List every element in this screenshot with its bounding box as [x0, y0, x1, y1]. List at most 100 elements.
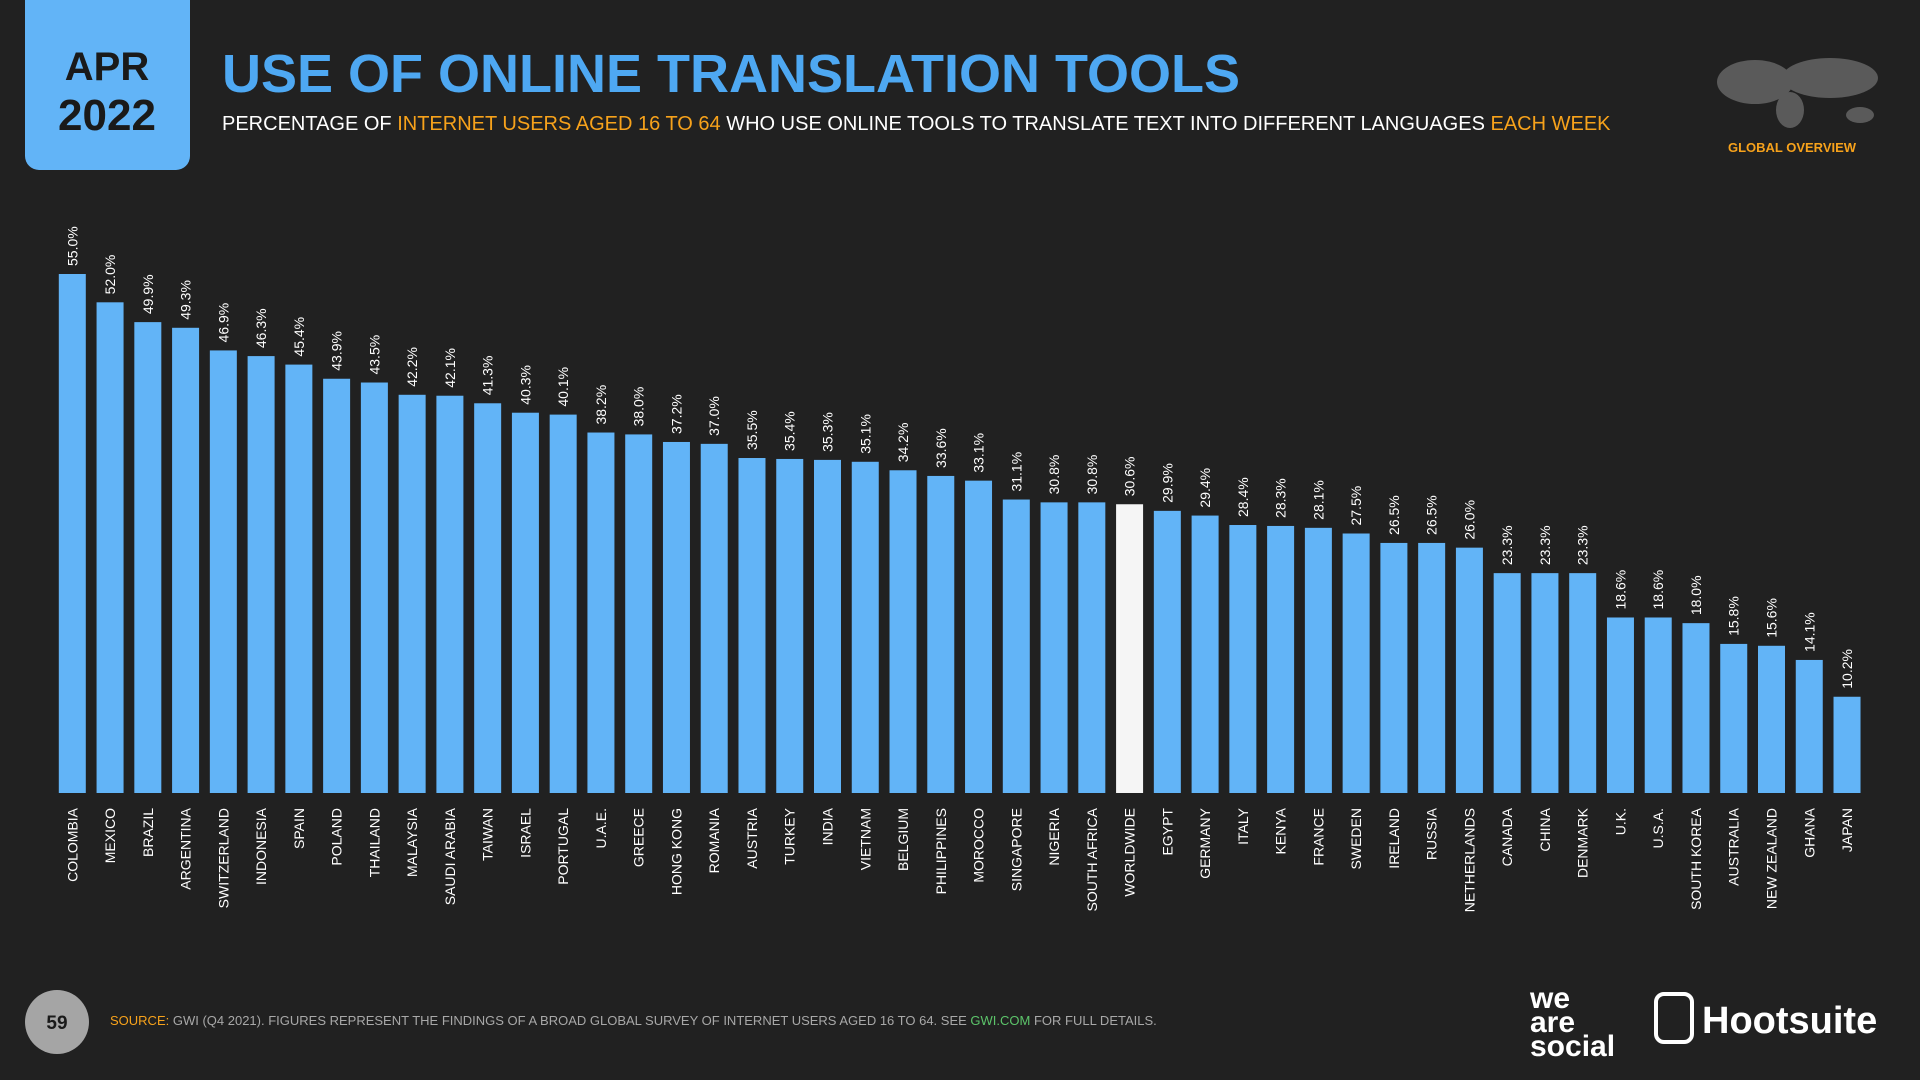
bar	[700, 443, 728, 793]
bar	[1758, 645, 1785, 793]
bar	[1040, 502, 1068, 793]
value-label: 30.8%	[1084, 455, 1100, 495]
date-box	[25, 0, 190, 170]
bar	[1418, 542, 1446, 793]
category-label: TURKEY	[782, 807, 798, 864]
bar	[814, 459, 841, 793]
value-label: 33.6%	[933, 428, 949, 468]
category-label: DENMARK	[1575, 807, 1591, 878]
category-label: INDIA	[820, 807, 836, 845]
text-segment: GWI.COM	[970, 1013, 1030, 1028]
bar	[474, 403, 502, 793]
value-label: 34.2%	[895, 423, 911, 463]
bar	[587, 432, 615, 793]
value-label: 30.8%	[1046, 455, 1062, 495]
bar	[1002, 499, 1030, 793]
value-label: 10.2%	[1839, 649, 1855, 689]
category-label: U.K.	[1612, 808, 1628, 835]
value-label: 18.6%	[1650, 570, 1666, 610]
category-label: SOUTH KOREA	[1688, 807, 1704, 910]
value-label: 42.1%	[442, 348, 458, 388]
bar	[398, 394, 426, 793]
bar	[625, 434, 653, 793]
world-map-icon	[1717, 58, 1878, 128]
value-label: 26.5%	[1386, 495, 1402, 535]
value-label: 26.0%	[1461, 500, 1477, 540]
bar	[1720, 643, 1748, 793]
date-month: APR	[65, 45, 150, 89]
text-segment: INTERNET USERS AGED 16 TO 64	[397, 113, 720, 135]
value-label: 46.3%	[253, 308, 269, 348]
category-label: NEW ZEALAND	[1764, 808, 1780, 909]
bar	[1116, 504, 1144, 793]
bar	[1531, 573, 1559, 793]
bar	[662, 441, 690, 793]
category-label: SAUDI ARABIA	[442, 807, 458, 905]
bar	[927, 475, 955, 793]
category-label: RUSSIA	[1424, 807, 1440, 860]
category-label: SWITZERLAND	[215, 808, 231, 908]
value-label: 30.6%	[1122, 457, 1138, 497]
value-label: 28.4%	[1235, 477, 1251, 517]
value-label: 52.0%	[102, 255, 118, 295]
category-label: NETHERLANDS	[1461, 808, 1477, 912]
bar	[436, 395, 464, 793]
value-label: 37.0%	[706, 396, 722, 436]
value-label: 38.2%	[593, 385, 609, 425]
category-label: ITALY	[1235, 807, 1251, 844]
category-label: VIETNAM	[857, 808, 873, 870]
value-label: 15.8%	[1726, 596, 1742, 636]
value-label: 41.3%	[480, 356, 496, 396]
value-label: 18.0%	[1688, 575, 1704, 615]
owl-icon	[1654, 992, 1694, 1044]
value-label: 29.9%	[1159, 463, 1175, 503]
category-label: BELGIUM	[895, 808, 911, 871]
category-label: ISRAEL	[517, 808, 533, 858]
category-label: PORTUGAL	[555, 808, 571, 885]
value-label: 40.3%	[517, 365, 533, 405]
value-label: 49.9%	[140, 274, 156, 314]
value-label: 23.3%	[1575, 525, 1591, 565]
bar	[889, 470, 917, 793]
bar	[360, 382, 388, 793]
category-label: AUSTRALIA	[1726, 807, 1742, 885]
value-label: 46.9%	[215, 303, 231, 343]
bar	[172, 327, 200, 793]
value-label: 43.9%	[329, 331, 345, 371]
category-label: SINGAPORE	[1008, 808, 1024, 891]
value-label: 35.4%	[782, 411, 798, 451]
bar	[1342, 533, 1370, 793]
value-label: 42.2%	[404, 347, 420, 387]
bar	[285, 364, 313, 793]
bar	[1833, 696, 1861, 793]
bar	[1795, 659, 1823, 793]
logo-text: social	[1530, 1030, 1615, 1063]
value-label: 28.3%	[1273, 478, 1289, 518]
bar	[1191, 515, 1219, 793]
bar	[323, 378, 351, 793]
date-year: 2022	[58, 91, 156, 140]
bar	[1644, 617, 1672, 793]
bar	[96, 302, 124, 793]
source-note: SOURCE: GWI (Q4 2021). FIGURES REPRESENT…	[110, 1013, 1157, 1028]
value-label: 15.6%	[1764, 598, 1780, 638]
bar	[511, 412, 539, 793]
value-label: 31.1%	[1008, 452, 1024, 492]
value-label: 35.5%	[744, 410, 760, 450]
category-label: NIGERIA	[1046, 807, 1062, 865]
category-label: POLAND	[329, 808, 345, 866]
bar	[1682, 623, 1710, 793]
bar	[549, 414, 577, 793]
value-label: 40.1%	[555, 367, 571, 407]
category-label: COLOMBIA	[64, 807, 80, 882]
bar	[1229, 525, 1257, 793]
category-label: CHINA	[1537, 807, 1553, 851]
value-label: 43.5%	[366, 335, 382, 375]
bar	[1153, 510, 1181, 793]
bar-chart: 55.0% COLOMBIA 52.0% MEXICO 49.9% BRAZIL 49.3%…	[58, 226, 1861, 912]
text-segment: EACH WEEK	[1490, 113, 1611, 135]
category-label: THAILAND	[366, 808, 382, 877]
category-label: IRELAND	[1386, 808, 1402, 869]
badge: GLOBAL OVERVIEW	[1728, 140, 1857, 155]
bar	[776, 458, 804, 793]
